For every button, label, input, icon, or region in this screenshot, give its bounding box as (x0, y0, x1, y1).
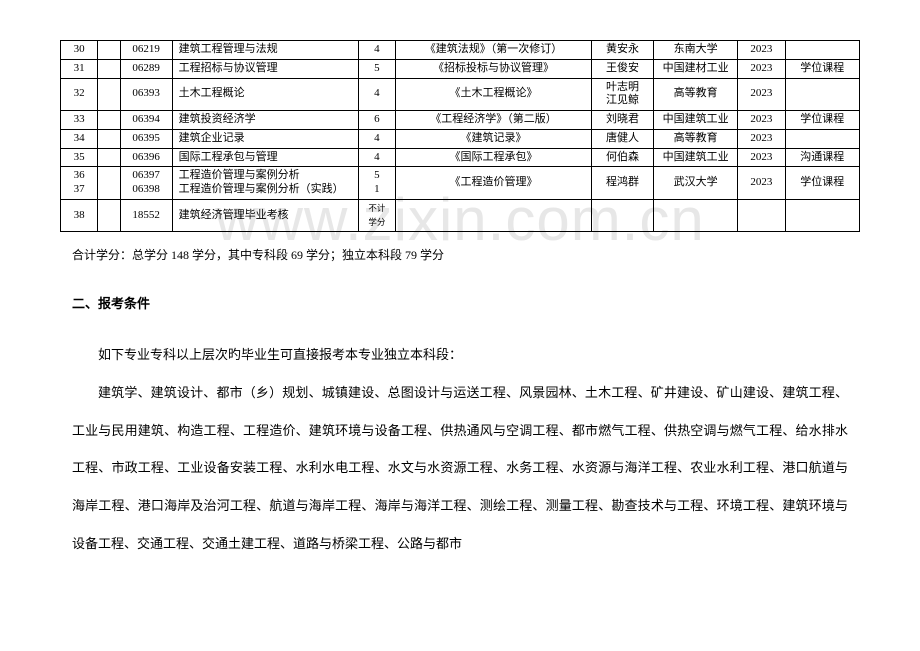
cell-type: 沟通课程 (785, 148, 860, 167)
cell-name: 工程招标与协议管理 (172, 59, 358, 78)
cell-book: 《建筑记录》 (395, 129, 591, 148)
cell-book: 《建筑法规》（第一次修订） (395, 41, 591, 60)
cell-blank (98, 78, 120, 111)
cell-author: 何伯森 (591, 148, 653, 167)
cell-author: 叶志明江见鲸 (591, 78, 653, 111)
cell-name: 建筑企业记录 (172, 129, 358, 148)
cell-credit: 5 (358, 59, 395, 78)
cell-book (395, 199, 591, 232)
cell-blank (98, 59, 120, 78)
cell-year: 2023 (738, 167, 785, 200)
cell-code: 18552 (120, 199, 172, 232)
cell-credit: 6 (358, 111, 395, 130)
cell-publisher: 中国建筑工业 (654, 148, 738, 167)
cell-name: 土木工程概论 (172, 78, 358, 111)
cell-year: 2023 (738, 111, 785, 130)
cell-name: 建筑投资经济学 (172, 111, 358, 130)
cell-type (785, 78, 860, 111)
cell-type (785, 41, 860, 60)
cell-year: 2023 (738, 59, 785, 78)
cell-code: 06396 (120, 148, 172, 167)
cell-blank (98, 199, 120, 232)
cell-code: 06219 (120, 41, 172, 60)
cell-code: 06395 (120, 129, 172, 148)
cell-type: 学位课程 (785, 111, 860, 130)
cell-publisher: 中国建材工业 (654, 59, 738, 78)
cell-blank (98, 111, 120, 130)
cell-book: 《土木工程概论》 (395, 78, 591, 111)
cell-code: 06289 (120, 59, 172, 78)
majors-paragraph: 建筑学、建筑设计、都市（乡）规划、城镇建设、总图设计与运送工程、风景园林、土木工… (72, 374, 848, 562)
cell-credit: 4 (358, 129, 395, 148)
cell-idx: 35 (61, 148, 98, 167)
cell-author: 王俊安 (591, 59, 653, 78)
cell-idx: 30 (61, 41, 98, 60)
section-heading: 二、报考条件 (72, 293, 860, 312)
cell-idx: 31 (61, 59, 98, 78)
cell-year: 2023 (738, 148, 785, 167)
cell-idx: 34 (61, 129, 98, 148)
cell-year: 2023 (738, 78, 785, 111)
cell-credit: 4 (358, 148, 395, 167)
cell-author (591, 199, 653, 232)
cell-code: 06393 (120, 78, 172, 111)
cell-credit: 4 (358, 78, 395, 111)
cell-code: 06394 (120, 111, 172, 130)
cell-code: 0639706398 (120, 167, 172, 200)
cell-name: 建筑经济管理毕业考核 (172, 199, 358, 232)
cell-idx: 32 (61, 78, 98, 111)
cell-credit: 不计学分 (358, 199, 395, 232)
cell-author: 黄安永 (591, 41, 653, 60)
cell-publisher: 东南大学 (654, 41, 738, 60)
cell-name: 工程造价管理与案例分析工程造价管理与案例分析（实践） (172, 167, 358, 200)
cell-book: 《国际工程承包》 (395, 148, 591, 167)
cell-credit: 51 (358, 167, 395, 200)
cell-publisher: 中国建筑工业 (654, 111, 738, 130)
cell-blank (98, 129, 120, 148)
cell-blank (98, 41, 120, 60)
cell-author: 程鸿群 (591, 167, 653, 200)
cell-publisher (654, 199, 738, 232)
cell-book: 《工程造价管理》 (395, 167, 591, 200)
table-row: 3637 0639706398工程造价管理与案例分析工程造价管理与案例分析（实践）… (61, 167, 860, 200)
cell-type: 学位课程 (785, 167, 860, 200)
cell-publisher: 高等教育 (654, 78, 738, 111)
table-row: 35 06396国际工程承包与管理4《国际工程承包》何伯森中国建筑工业2023沟通… (61, 148, 860, 167)
cell-type: 学位课程 (785, 59, 860, 78)
cell-book: 《工程经济学》（第二版） (395, 111, 591, 130)
cell-blank (98, 148, 120, 167)
cell-blank (98, 167, 120, 200)
cell-name: 建筑工程管理与法规 (172, 41, 358, 60)
cell-idx: 3637 (61, 167, 98, 200)
cell-publisher: 武汉大学 (654, 167, 738, 200)
cell-name: 国际工程承包与管理 (172, 148, 358, 167)
cell-book: 《招标投标与协议管理》 (395, 59, 591, 78)
table-row: 38 18552建筑经济管理毕业考核不计学分 (61, 199, 860, 232)
course-table: 3006219建筑工程管理与法规4《建筑法规》（第一次修订）黄安永东南大学202… (60, 40, 860, 232)
cell-idx: 33 (61, 111, 98, 130)
intro-paragraph: 如下专业专科以上层次旳毕业生可直接报考本专业独立本科段： (72, 336, 848, 374)
table-row: 33 06394建筑投资经济学6《工程经济学》（第二版）刘晓君中国建筑工业2023… (61, 111, 860, 130)
table-row: 31 06289工程招标与协议管理5《招标投标与协议管理》王俊安中国建材工业202… (61, 59, 860, 78)
credit-summary: 合计学分：总学分 148 学分，其中专科段 69 学分；独立本科段 79 学分 (72, 246, 860, 263)
cell-idx: 38 (61, 199, 98, 232)
cell-type (785, 129, 860, 148)
cell-year: 2023 (738, 129, 785, 148)
cell-author: 刘晓君 (591, 111, 653, 130)
cell-year: 2023 (738, 41, 785, 60)
cell-year (738, 199, 785, 232)
cell-type (785, 199, 860, 232)
table-row: 34 06395建筑企业记录4《建筑记录》唐健人高等教育2023 (61, 129, 860, 148)
cell-publisher: 高等教育 (654, 129, 738, 148)
table-row: 32 06393土木工程概论4《土木工程概论》叶志明江见鲸高等教育2023 (61, 78, 860, 111)
table-row: 30 06219建筑工程管理与法规4《建筑法规》（第一次修订）黄安永东南大学202… (61, 41, 860, 60)
cell-credit: 4 (358, 41, 395, 60)
cell-author: 唐健人 (591, 129, 653, 148)
